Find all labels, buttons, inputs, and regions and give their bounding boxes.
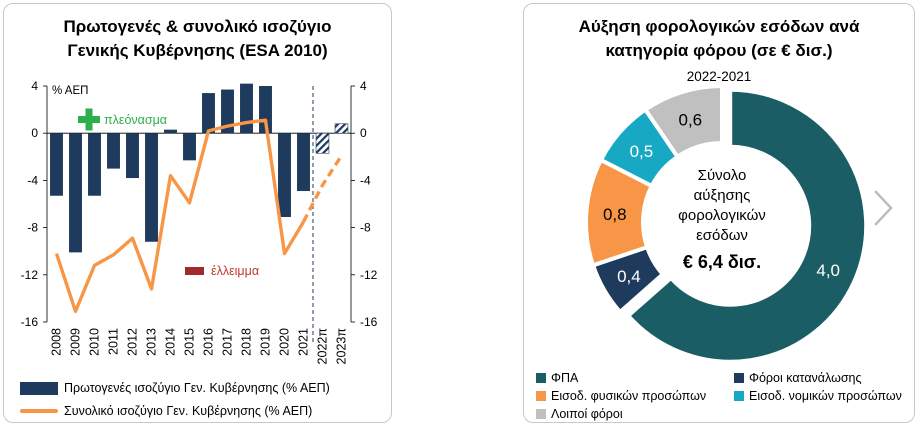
right-chart-title-line1: Αύξηση φορολογικών εσόδων ανά [578, 17, 860, 36]
bar-line-chart: 4 4 0 0 -4 -4 -8 -8 -12 -12 -16 -16 2008 2009 2010 201… [21, 79, 378, 365]
y-tick-label-right: -12 [360, 268, 378, 282]
y-tick-label-right: 0 [360, 126, 367, 140]
y-tick-label-right: -4 [360, 173, 371, 187]
donut-value-label: 0,8 [603, 205, 627, 224]
legend-label: ΦΠΑ [551, 371, 579, 385]
x-tick-label: 2023π [335, 328, 349, 365]
y-tick-label-left: -16 [21, 315, 39, 329]
x-tick-label: 2008 [50, 328, 64, 356]
x-tick-label: 2016 [202, 328, 216, 356]
bar-2015 [183, 133, 196, 161]
bar-2009 [69, 133, 82, 253]
overall-balance-line [54, 118, 305, 314]
x-tick-label: 2013 [145, 328, 159, 356]
right-chart-subtitle: 2022-2021 [686, 69, 752, 84]
x-tick-label: 2011 [107, 328, 121, 355]
x-tick-label: 2015 [183, 328, 197, 356]
y-tick-label-right: -16 [360, 315, 378, 329]
legend-swatch-line [20, 409, 58, 413]
left-chart-title-line2: Γενικής Κυβέρνησης (ESA 2010) [67, 41, 328, 60]
deficit-label: έλλειμμα [211, 264, 259, 278]
center-total: € 6,4 δισ. [683, 252, 761, 272]
bar-2021 [297, 133, 310, 192]
x-tick-label: 2020 [278, 328, 292, 356]
left-chart-panel: Πρωτογενές & συνολικό ισοζύγιο Γενικής Κ… [3, 3, 392, 423]
y-tick-label-right: 4 [360, 79, 367, 93]
x-tick-label: 2010 [88, 328, 102, 356]
legend-swatch-bar [20, 381, 58, 395]
donut-slice-5 [642, 84, 724, 160]
x-tick-label: 2017 [221, 328, 235, 356]
bar-2008 [50, 133, 63, 196]
center-text-line4: εσόδων [696, 227, 748, 244]
donut-legend-item: ΦΠΑ [536, 371, 578, 385]
bar-2017 [221, 89, 234, 134]
donut-value-label: 0,4 [617, 267, 641, 286]
bar-2023π [334, 123, 349, 134]
y-tick-label-left: -4 [27, 173, 38, 187]
x-tick-label: 2018 [240, 328, 254, 356]
donut-chart: 4,0 0,4 0,8 0,5 0,6 Σύνολο αύξησης φορολογικ… [584, 84, 869, 364]
right-chart-panel: Αύξηση φορολογικών εσόδων ανά κατηγορία … [523, 3, 915, 423]
bar-2011 [107, 133, 120, 169]
bar-2020 [278, 133, 291, 217]
unit-label: % ΑΕΠ [52, 85, 88, 97]
legend-label-bar: Πρωτογενές ισοζύγιο Γεν. Κυβέρνησης (% Α… [64, 381, 330, 395]
legend-swatch [734, 391, 744, 401]
donut-legend-item: Φόροι κατανάλωσης [734, 371, 862, 385]
donut-legend-item: Εισοδ. φυσικών προσώπων [536, 389, 706, 403]
y-tick-label-left: -8 [27, 221, 38, 235]
legend-item-primary-balance: Πρωτογενές ισοζύγιο Γεν. Κυβέρνησης (% Α… [20, 381, 330, 395]
legend-swatch [536, 373, 546, 383]
legend-item-overall-balance: Συνολικό ισοζύγιο Γεν. Κυβέρνησης (% ΑΕΠ… [20, 404, 312, 418]
x-tick-label: 2012 [126, 328, 140, 356]
legend-swatch [734, 373, 744, 383]
legend-label: Εισοδ. φυσικών προσώπων [551, 389, 707, 403]
y-tick-label-left: -12 [21, 268, 39, 282]
bar-2014 [164, 129, 177, 134]
donut-value-label: 4,0 [816, 261, 840, 280]
legend-label: Λοιποί φόροι [551, 407, 623, 421]
bar-2013 [145, 133, 158, 242]
legend-label-line: Συνολικό ισοζύγιο Γεν. Κυβέρνησης (% ΑΕΠ… [64, 404, 313, 418]
y-tick-label-right: -8 [360, 221, 371, 235]
x-tick-label: 2009 [69, 328, 83, 356]
donut-slice-1 [625, 87, 869, 364]
donut-value-label: 0,6 [678, 110, 702, 129]
center-text-line3: φορολογικών [678, 207, 766, 224]
x-tick-label: 2014 [164, 328, 178, 356]
left-chart-title-line1: Πρωτογενές & συνολικό ισοζύγιο [63, 17, 332, 36]
y-tick-label-left: 0 [31, 126, 38, 140]
overall-balance-line-projection [301, 154, 343, 223]
x-tick-label: 2021 [297, 328, 311, 356]
center-text-line2: αύξησης [694, 187, 751, 204]
donut-value-label: 0,5 [630, 142, 654, 161]
surplus-label: πλεόνασμα [104, 113, 167, 127]
legend-label: Εισοδ. νομικών προσώπων [749, 389, 902, 403]
y-tick-label-left: 4 [31, 79, 38, 93]
legend-swatch [536, 409, 546, 419]
legend-swatch [536, 391, 546, 401]
donut-legend-item: Λοιποί φόροι [536, 407, 623, 421]
x-tick-label: 2019 [259, 328, 273, 356]
minus-icon [185, 267, 204, 275]
bar-2022π [315, 132, 330, 154]
donut-legend-item: Εισοδ. νομικών προσώπων [734, 389, 902, 403]
legend-label: Φόροι κατανάλωσης [749, 371, 862, 385]
bar-2010 [88, 133, 101, 196]
center-text-line1: Σύνολο [698, 167, 747, 184]
plus-icon [78, 108, 100, 131]
bar-2016 [202, 93, 215, 134]
right-chart-title-line2: κατηγορία φόρου (σε € δισ.) [605, 41, 833, 60]
chevron-right-icon[interactable] [867, 183, 897, 233]
bar-2012 [126, 133, 139, 179]
bar-2018 [240, 83, 253, 134]
x-tick-label: 2022π [316, 328, 330, 365]
